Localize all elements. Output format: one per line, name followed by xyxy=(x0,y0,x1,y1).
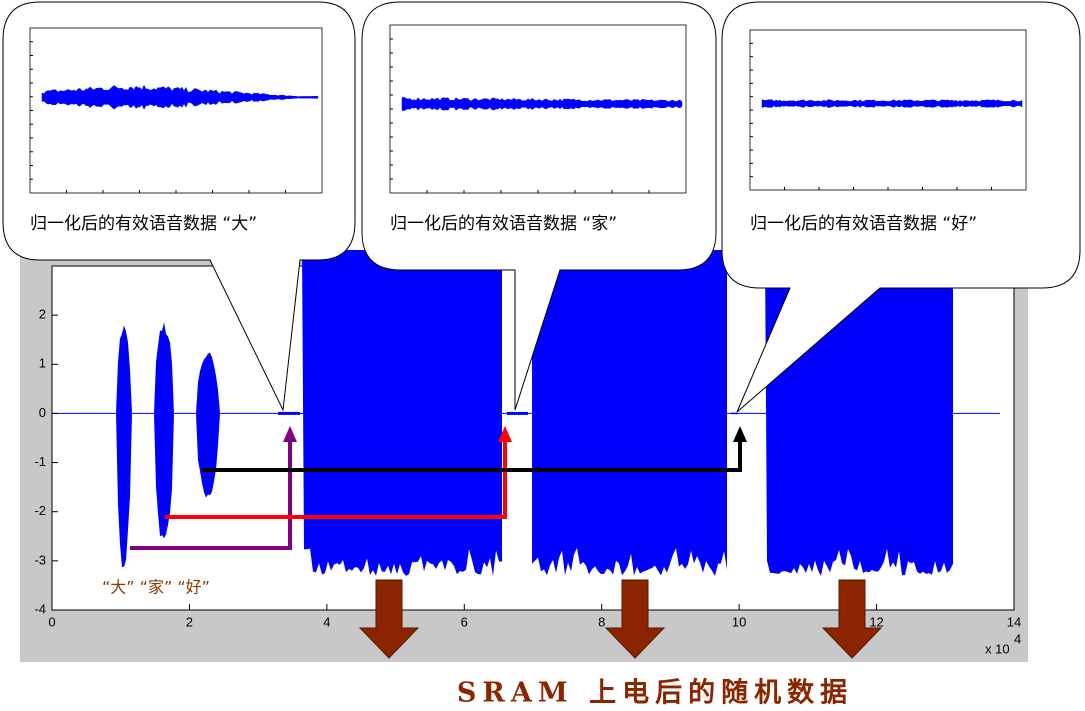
x-tick-label: 10 xyxy=(732,614,746,629)
normalized-segment xyxy=(507,411,528,415)
callout-text: 归一化后的有效语音数据 “大” xyxy=(30,214,257,234)
insets xyxy=(29,24,1027,194)
x-tick-label: 14 xyxy=(1007,614,1021,629)
y-tick-label: -2 xyxy=(34,503,46,518)
down-arrow xyxy=(604,579,666,659)
down-arrow xyxy=(358,579,420,659)
normalized-segment xyxy=(278,411,300,415)
inset-wave xyxy=(761,99,1023,108)
black-arrow xyxy=(202,440,742,472)
arrow-head xyxy=(498,426,512,442)
x-tick-label: 8 xyxy=(598,614,605,629)
speech-burst xyxy=(154,322,180,539)
inset-frame xyxy=(749,29,1027,191)
x-tick-label: 6 xyxy=(461,614,468,629)
inset-frame xyxy=(29,27,323,194)
y-tick-label: 2 xyxy=(39,307,46,322)
callout-text: 归一化后的有效语音数据 “家” xyxy=(390,214,617,234)
x-tick-label: 4 xyxy=(323,614,330,629)
y-tick-label: -3 xyxy=(34,552,46,567)
down-arrow xyxy=(821,579,883,659)
down-arrows xyxy=(358,579,883,659)
y-tick-label: -4 xyxy=(34,601,46,616)
y-tick-label: -1 xyxy=(34,454,46,469)
inset-wave xyxy=(401,96,683,112)
inset-frame xyxy=(389,24,687,194)
y-tick-label: 0 xyxy=(39,405,46,420)
x-multiplier: x 10 xyxy=(985,641,1010,656)
callout-text: 归一化后的有效语音数据 “好” xyxy=(750,214,977,234)
inset-wave xyxy=(41,84,319,110)
arrow-head xyxy=(733,426,747,442)
connector-arrows xyxy=(130,426,747,550)
normalized-segment xyxy=(731,412,738,415)
x-exponent: 4 xyxy=(1014,631,1021,646)
x-tick-label: 2 xyxy=(186,614,193,629)
speech-burst xyxy=(116,325,136,568)
x-tick-label: 12 xyxy=(869,614,883,629)
red-arrow xyxy=(165,440,507,519)
speech-burst xyxy=(196,352,226,498)
random-block xyxy=(532,250,727,576)
word-label: “大” “家” “好” xyxy=(102,578,210,597)
x-tick-label: 0 xyxy=(48,614,55,629)
waveforms xyxy=(52,250,1000,576)
random-block xyxy=(302,250,502,576)
arrow-head xyxy=(283,426,297,442)
y-tick-label: 1 xyxy=(39,356,46,371)
purple-arrow xyxy=(130,440,292,550)
caption: SRAM 上电后的随机数据 xyxy=(457,677,853,709)
